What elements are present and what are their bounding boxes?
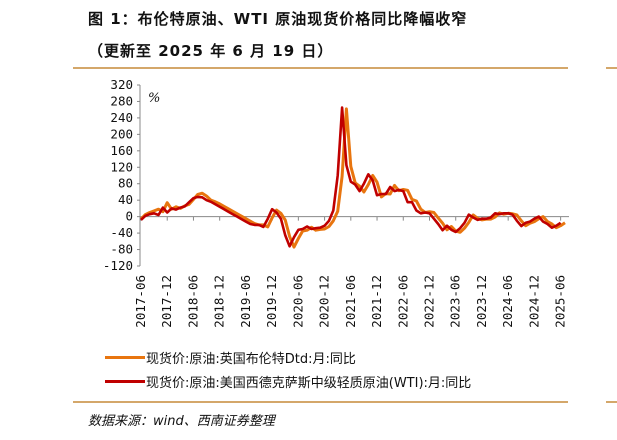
y-unit-label: % (148, 91, 160, 106)
y-tick-label: -120 (103, 258, 133, 273)
y-tick-label: -40 (110, 225, 133, 240)
x-tick-label: 2022-06 (395, 275, 410, 328)
x-tick-label: 2022-12 (421, 275, 436, 328)
x-tick-label: 2018-12 (212, 275, 227, 328)
x-tick-label: 2020-12 (317, 275, 332, 328)
chart-title: 图 1：布伦特原油、WTI 原油现货价格同比降幅收窄 (88, 10, 468, 28)
x-tick-label: 2018-06 (185, 275, 200, 328)
y-tick-label: 120 (110, 159, 133, 174)
y-tick-label: 80 (118, 176, 133, 191)
bottom-divider (73, 401, 568, 403)
x-tick-label: 2021-06 (343, 275, 358, 328)
y-tick-label: 240 (110, 110, 133, 125)
wti-line (140, 106, 562, 248)
y-tick-label: 320 (110, 77, 133, 92)
legend-item-brent: 现货价:原油:英国布伦特Dtd:月:同比 (105, 348, 356, 367)
y-tick-label: 40 (118, 192, 133, 207)
legend-swatch-wti (105, 380, 145, 383)
legend-swatch-brent (105, 356, 145, 359)
y-tick-label: -80 (110, 242, 133, 257)
x-tick-label: 2019-06 (238, 275, 253, 328)
legend-label-wti: 现货价:原油:美国西德克萨斯中级轻质原油(WTI):月:同比 (146, 376, 472, 391)
x-tick-label: 2024-12 (526, 275, 541, 328)
y-tick-label: 0 (125, 209, 133, 224)
x-tick-label: 2017-06 (133, 275, 148, 328)
x-tick-label: 2023-12 (474, 275, 489, 328)
x-tick-label: 2023-06 (448, 275, 463, 328)
x-tick-label: 2019-12 (264, 275, 279, 328)
x-tick-label: 2020-06 (290, 275, 305, 328)
brent-line (139, 107, 566, 249)
x-tick-label: 2017-12 (159, 275, 174, 328)
chart-subtitle: （更新至 2025 年 6 月 19 日） (88, 42, 334, 60)
legend-label-brent: 现货价:原油:英国布伦特Dtd:月:同比 (146, 352, 356, 367)
y-tick-label: 280 (110, 93, 133, 108)
top-divider (73, 67, 568, 69)
x-tick-label: 2024-06 (500, 275, 515, 328)
source-note: 数据来源：wind、西南证券整理 (88, 414, 275, 429)
y-tick-label: 160 (110, 143, 133, 158)
edge-divider-bottom (606, 401, 617, 403)
edge-divider (606, 67, 617, 69)
legend-item-wti: 现货价:原油:美国西德克萨斯中级轻质原油(WTI):月:同比 (105, 372, 471, 391)
x-tick-label: 2025-06 (553, 275, 568, 328)
y-tick-label: 200 (110, 126, 133, 141)
x-tick-label: 2021-12 (369, 275, 384, 328)
